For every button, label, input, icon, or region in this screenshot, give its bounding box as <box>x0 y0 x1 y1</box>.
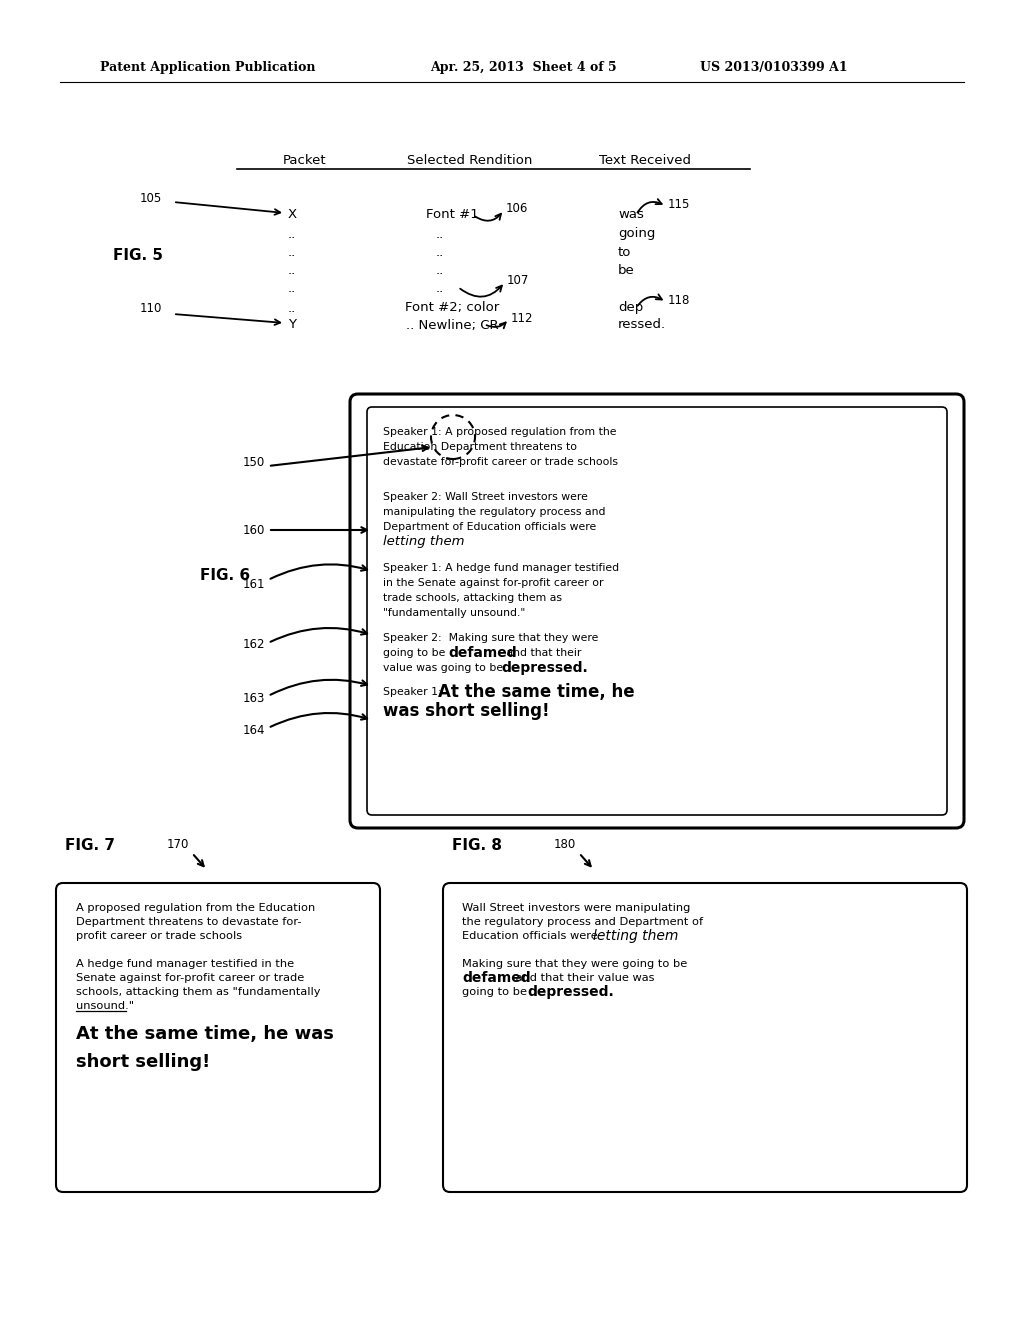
Text: defamed: defamed <box>449 645 517 660</box>
Text: letting them: letting them <box>383 536 465 549</box>
FancyBboxPatch shape <box>56 883 380 1192</box>
Text: Education officials were: Education officials were <box>462 931 601 941</box>
Text: depressed.: depressed. <box>527 985 613 999</box>
Text: US 2013/0103399 A1: US 2013/0103399 A1 <box>700 61 848 74</box>
Text: be: be <box>618 264 635 276</box>
Text: Patent Application Publication: Patent Application Publication <box>100 61 315 74</box>
Text: short selling!: short selling! <box>76 1053 210 1071</box>
Text: Font #2; color: Font #2; color <box>404 301 499 314</box>
Text: Department threatens to devastate for-: Department threatens to devastate for- <box>76 917 301 927</box>
Text: FIG. 6: FIG. 6 <box>200 568 250 582</box>
Text: going: going <box>618 227 655 240</box>
Text: Apr. 25, 2013  Sheet 4 of 5: Apr. 25, 2013 Sheet 4 of 5 <box>430 61 616 74</box>
Text: value was going to be: value was going to be <box>383 663 507 673</box>
Text: Speaker 2: Wall Street investors were: Speaker 2: Wall Street investors were <box>383 492 588 502</box>
Text: ..: .. <box>288 301 296 314</box>
Text: depressed.: depressed. <box>501 661 588 675</box>
Text: Education Department threatens to: Education Department threatens to <box>383 442 577 451</box>
Text: Speaker 1: A hedge fund manager testified: Speaker 1: A hedge fund manager testifie… <box>383 564 620 573</box>
Text: FIG. 7: FIG. 7 <box>65 837 115 853</box>
Text: ..: .. <box>288 227 296 240</box>
Text: defamed: defamed <box>462 972 530 985</box>
Text: 180: 180 <box>554 838 577 851</box>
Text: A hedge fund manager testified in the: A hedge fund manager testified in the <box>76 960 294 969</box>
Text: At the same time, he: At the same time, he <box>438 682 635 701</box>
Text: to: to <box>618 246 632 259</box>
Text: ..: .. <box>436 246 444 259</box>
Text: the regulatory process and Department of: the regulatory process and Department of <box>462 917 703 927</box>
Text: Speaker 1:: Speaker 1: <box>383 686 449 697</box>
Text: 162: 162 <box>243 639 265 652</box>
Text: 161: 161 <box>243 578 265 591</box>
Text: Speaker 2:  Making sure that they were: Speaker 2: Making sure that they were <box>383 634 598 643</box>
Text: 107: 107 <box>507 273 529 286</box>
Text: 106: 106 <box>506 202 528 214</box>
FancyBboxPatch shape <box>367 407 947 814</box>
Text: Speaker 1: A proposed regulation from the: Speaker 1: A proposed regulation from th… <box>383 426 616 437</box>
Text: Department of Education officials were: Department of Education officials were <box>383 521 596 532</box>
Text: Font #1: Font #1 <box>426 209 478 222</box>
Text: ..: .. <box>436 281 444 294</box>
Text: Text Received: Text Received <box>599 153 691 166</box>
Text: 150: 150 <box>243 455 265 469</box>
Text: Wall Street investors were manipulating: Wall Street investors were manipulating <box>462 903 690 913</box>
Text: X: X <box>288 209 297 222</box>
Text: Y: Y <box>288 318 296 331</box>
Text: 105: 105 <box>140 191 162 205</box>
Text: in the Senate against for-profit career or: in the Senate against for-profit career … <box>383 578 603 587</box>
Text: going to be: going to be <box>383 648 449 657</box>
Text: manipulating the regulatory process and: manipulating the regulatory process and <box>383 507 605 517</box>
Text: 110: 110 <box>140 301 163 314</box>
Text: ..: .. <box>436 227 444 240</box>
Text: devastate for-profit career or trade schools: devastate for-profit career or trade sch… <box>383 457 618 467</box>
Text: and that their: and that their <box>503 648 582 657</box>
Text: Senate against for-profit career or trade: Senate against for-profit career or trad… <box>76 973 304 983</box>
Text: ..: .. <box>436 264 444 276</box>
Text: .. Newline; CR: .. Newline; CR <box>406 318 499 331</box>
Text: A proposed regulation from the Education: A proposed regulation from the Education <box>76 903 315 913</box>
Text: ..: .. <box>288 246 296 259</box>
Text: letting them: letting them <box>593 929 678 942</box>
Text: 164: 164 <box>243 723 265 737</box>
FancyBboxPatch shape <box>443 883 967 1192</box>
Text: ..: .. <box>288 264 296 276</box>
Text: was: was <box>618 209 644 222</box>
Text: unsound.": unsound." <box>76 1001 134 1011</box>
Text: 115: 115 <box>668 198 690 210</box>
Text: Packet: Packet <box>284 153 327 166</box>
Text: 118: 118 <box>668 293 690 306</box>
Text: trade schools, attacking them as: trade schools, attacking them as <box>383 593 562 603</box>
Text: 163: 163 <box>243 692 265 705</box>
Text: 112: 112 <box>511 312 534 325</box>
FancyBboxPatch shape <box>350 393 964 828</box>
Text: dep: dep <box>618 301 643 314</box>
Text: FIG. 8: FIG. 8 <box>452 837 502 853</box>
Text: going to be: going to be <box>462 987 530 997</box>
Text: At the same time, he was: At the same time, he was <box>76 1026 334 1043</box>
Text: was short selling!: was short selling! <box>383 702 550 719</box>
Text: profit career or trade schools: profit career or trade schools <box>76 931 242 941</box>
Text: 160: 160 <box>243 524 265 536</box>
Text: 170: 170 <box>167 838 189 851</box>
Text: FIG. 5: FIG. 5 <box>113 248 163 263</box>
Text: ressed.: ressed. <box>618 318 667 331</box>
Text: Selected Rendition: Selected Rendition <box>408 153 532 166</box>
Text: "fundamentally unsound.": "fundamentally unsound." <box>383 609 525 618</box>
Text: and that their value was: and that their value was <box>512 973 654 983</box>
Text: schools, attacking them as "fundamentally: schools, attacking them as "fundamentall… <box>76 987 321 997</box>
Text: Making sure that they were going to be: Making sure that they were going to be <box>462 960 687 969</box>
Text: ..: .. <box>288 281 296 294</box>
